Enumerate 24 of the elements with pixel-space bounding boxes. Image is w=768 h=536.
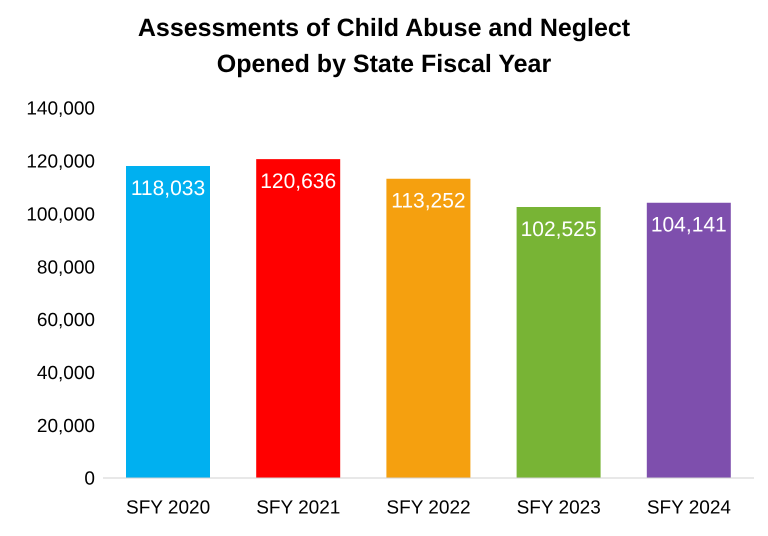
chart-title: Assessments of Child Abuse and Neglect Opened by State Fiscal Year <box>136 13 632 80</box>
data-label: 104,141 <box>650 214 727 237</box>
bar <box>126 166 210 478</box>
bar <box>516 207 601 478</box>
data-label: 102,525 <box>520 218 597 241</box>
data-label: 113,252 <box>391 190 466 213</box>
y-tick-label: 80,000 <box>36 257 95 278</box>
x-tick-label: SFY 2022 <box>386 497 471 518</box>
x-tick-label: SFY 2024 <box>646 497 732 518</box>
y-tick-label: 100,000 <box>26 204 95 226</box>
y-tick-label: 40,000 <box>36 363 95 384</box>
y-tick-label: 20,000 <box>36 416 95 437</box>
y-tick-label: 0 <box>84 468 95 490</box>
y-tick-label: 140,000 <box>26 98 95 120</box>
x-tick-label: SFY 2020 <box>126 497 210 518</box>
data-label: 118,033 <box>130 176 206 200</box>
bar <box>646 202 731 478</box>
y-tick-label: 60,000 <box>36 310 95 332</box>
bar <box>386 178 470 478</box>
x-tick-label: SFY 2023 <box>516 497 601 518</box>
data-label: 120,636 <box>260 170 336 194</box>
y-tick-label: 120,000 <box>26 152 95 173</box>
bar <box>256 159 340 478</box>
x-tick-label: SFY 2021 <box>256 497 340 518</box>
